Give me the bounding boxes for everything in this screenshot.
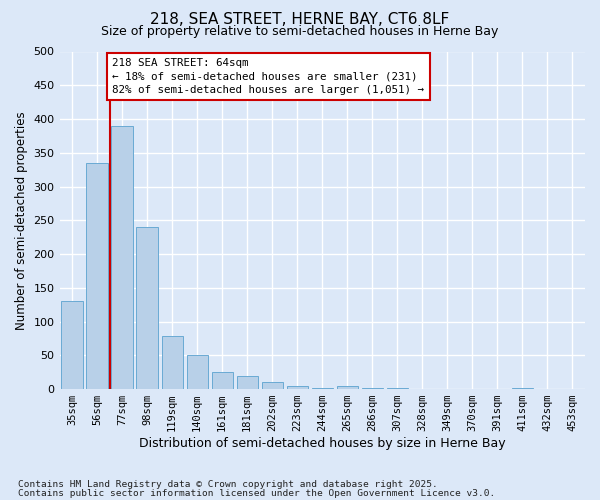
Bar (337, 386, 358, 389)
Bar (236, 376, 258, 389)
Bar (212, 372, 233, 389)
Text: 218 SEA STREET: 64sqm
← 18% of semi-detached houses are smaller (231)
82% of sem: 218 SEA STREET: 64sqm ← 18% of semi-deta… (112, 58, 424, 94)
Bar (161, 336, 183, 389)
Bar (187, 356, 208, 389)
Bar (362, 388, 383, 389)
Text: Contains public sector information licensed under the Open Government Licence v3: Contains public sector information licen… (18, 488, 495, 498)
Bar (136, 227, 158, 389)
Bar (112, 126, 133, 389)
Text: Size of property relative to semi-detached houses in Herne Bay: Size of property relative to semi-detach… (101, 25, 499, 38)
Text: 218, SEA STREET, HERNE BAY, CT6 8LF: 218, SEA STREET, HERNE BAY, CT6 8LF (151, 12, 449, 28)
Bar (387, 388, 408, 389)
Text: Contains HM Land Registry data © Crown copyright and database right 2025.: Contains HM Land Registry data © Crown c… (18, 480, 438, 489)
Bar (86, 163, 108, 389)
Bar (61, 302, 83, 389)
Bar (262, 382, 283, 389)
X-axis label: Distribution of semi-detached houses by size in Herne Bay: Distribution of semi-detached houses by … (139, 437, 506, 450)
Bar (287, 386, 308, 389)
Bar (311, 388, 333, 389)
Y-axis label: Number of semi-detached properties: Number of semi-detached properties (15, 111, 28, 330)
Bar (512, 388, 533, 389)
